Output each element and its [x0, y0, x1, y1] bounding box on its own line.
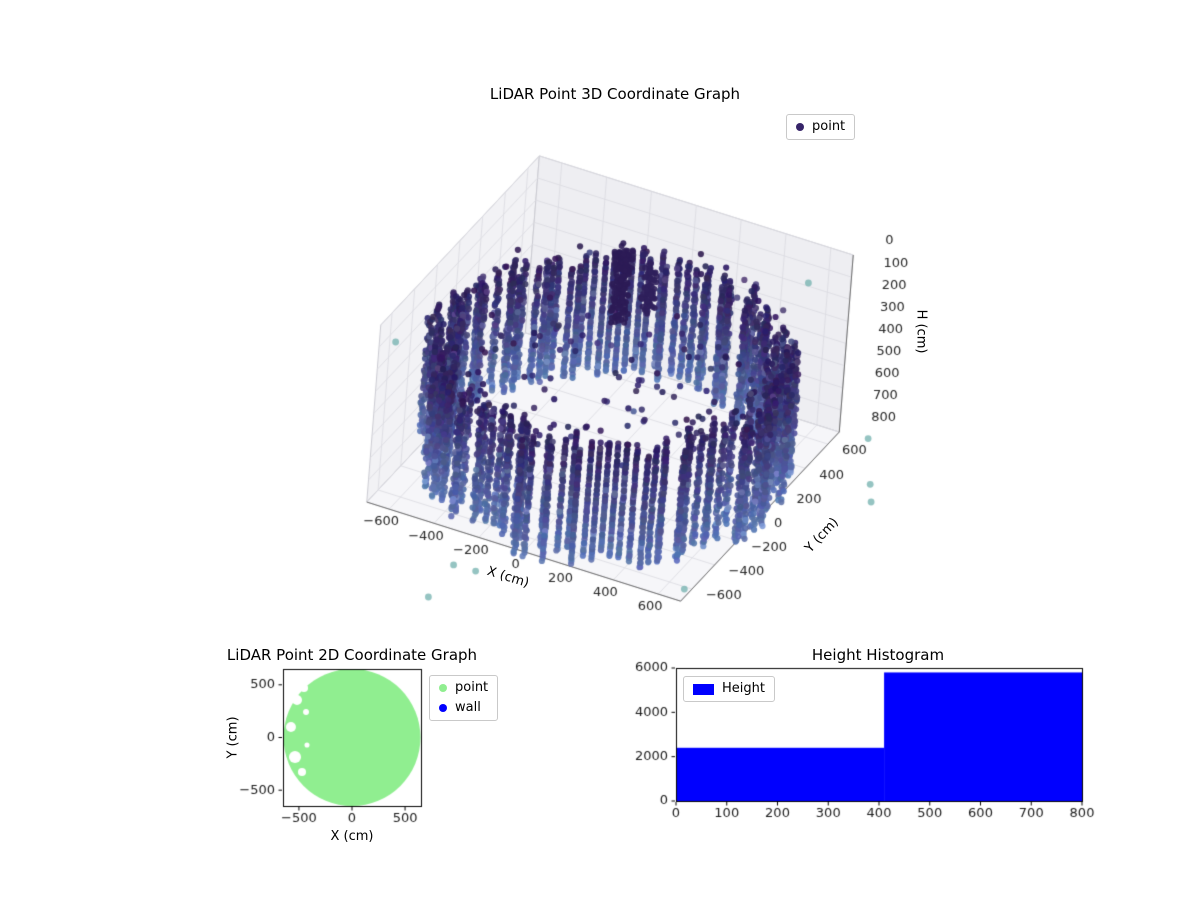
- x-axis-label-2d: X (cm): [330, 829, 374, 844]
- chart-3d-title: LiDAR Point 3D Coordinate Graph: [489, 85, 741, 103]
- chart-2d-title: LiDAR Point 2D Coordinate Graph: [226, 646, 478, 664]
- legend-label-point: point: [455, 680, 489, 695]
- legend-label-wall: wall: [455, 700, 481, 715]
- chart-2d-legend: point wall: [429, 675, 499, 721]
- histogram-legend: Height: [683, 676, 775, 702]
- point-marker-icon: [796, 123, 804, 131]
- point-marker-icon: [439, 684, 447, 692]
- height-marker-icon: [693, 683, 714, 695]
- wall-marker-icon: [439, 704, 447, 712]
- legend-item-point: point: [439, 680, 488, 696]
- histogram-title: Height Histogram: [811, 646, 945, 664]
- h-axis-label-3d: H (cm): [913, 309, 929, 354]
- legend-item-height: Height: [693, 681, 765, 697]
- y-axis-label-2d: Y (cm): [225, 716, 241, 759]
- legend-item-wall: wall: [439, 700, 488, 716]
- legend-label-point: point: [812, 119, 846, 134]
- legend-item-point: point: [796, 119, 845, 135]
- chart-3d-legend: point: [786, 114, 856, 140]
- chart-3d-plot-area: [300, 130, 980, 650]
- legend-label-height: Height: [722, 681, 765, 696]
